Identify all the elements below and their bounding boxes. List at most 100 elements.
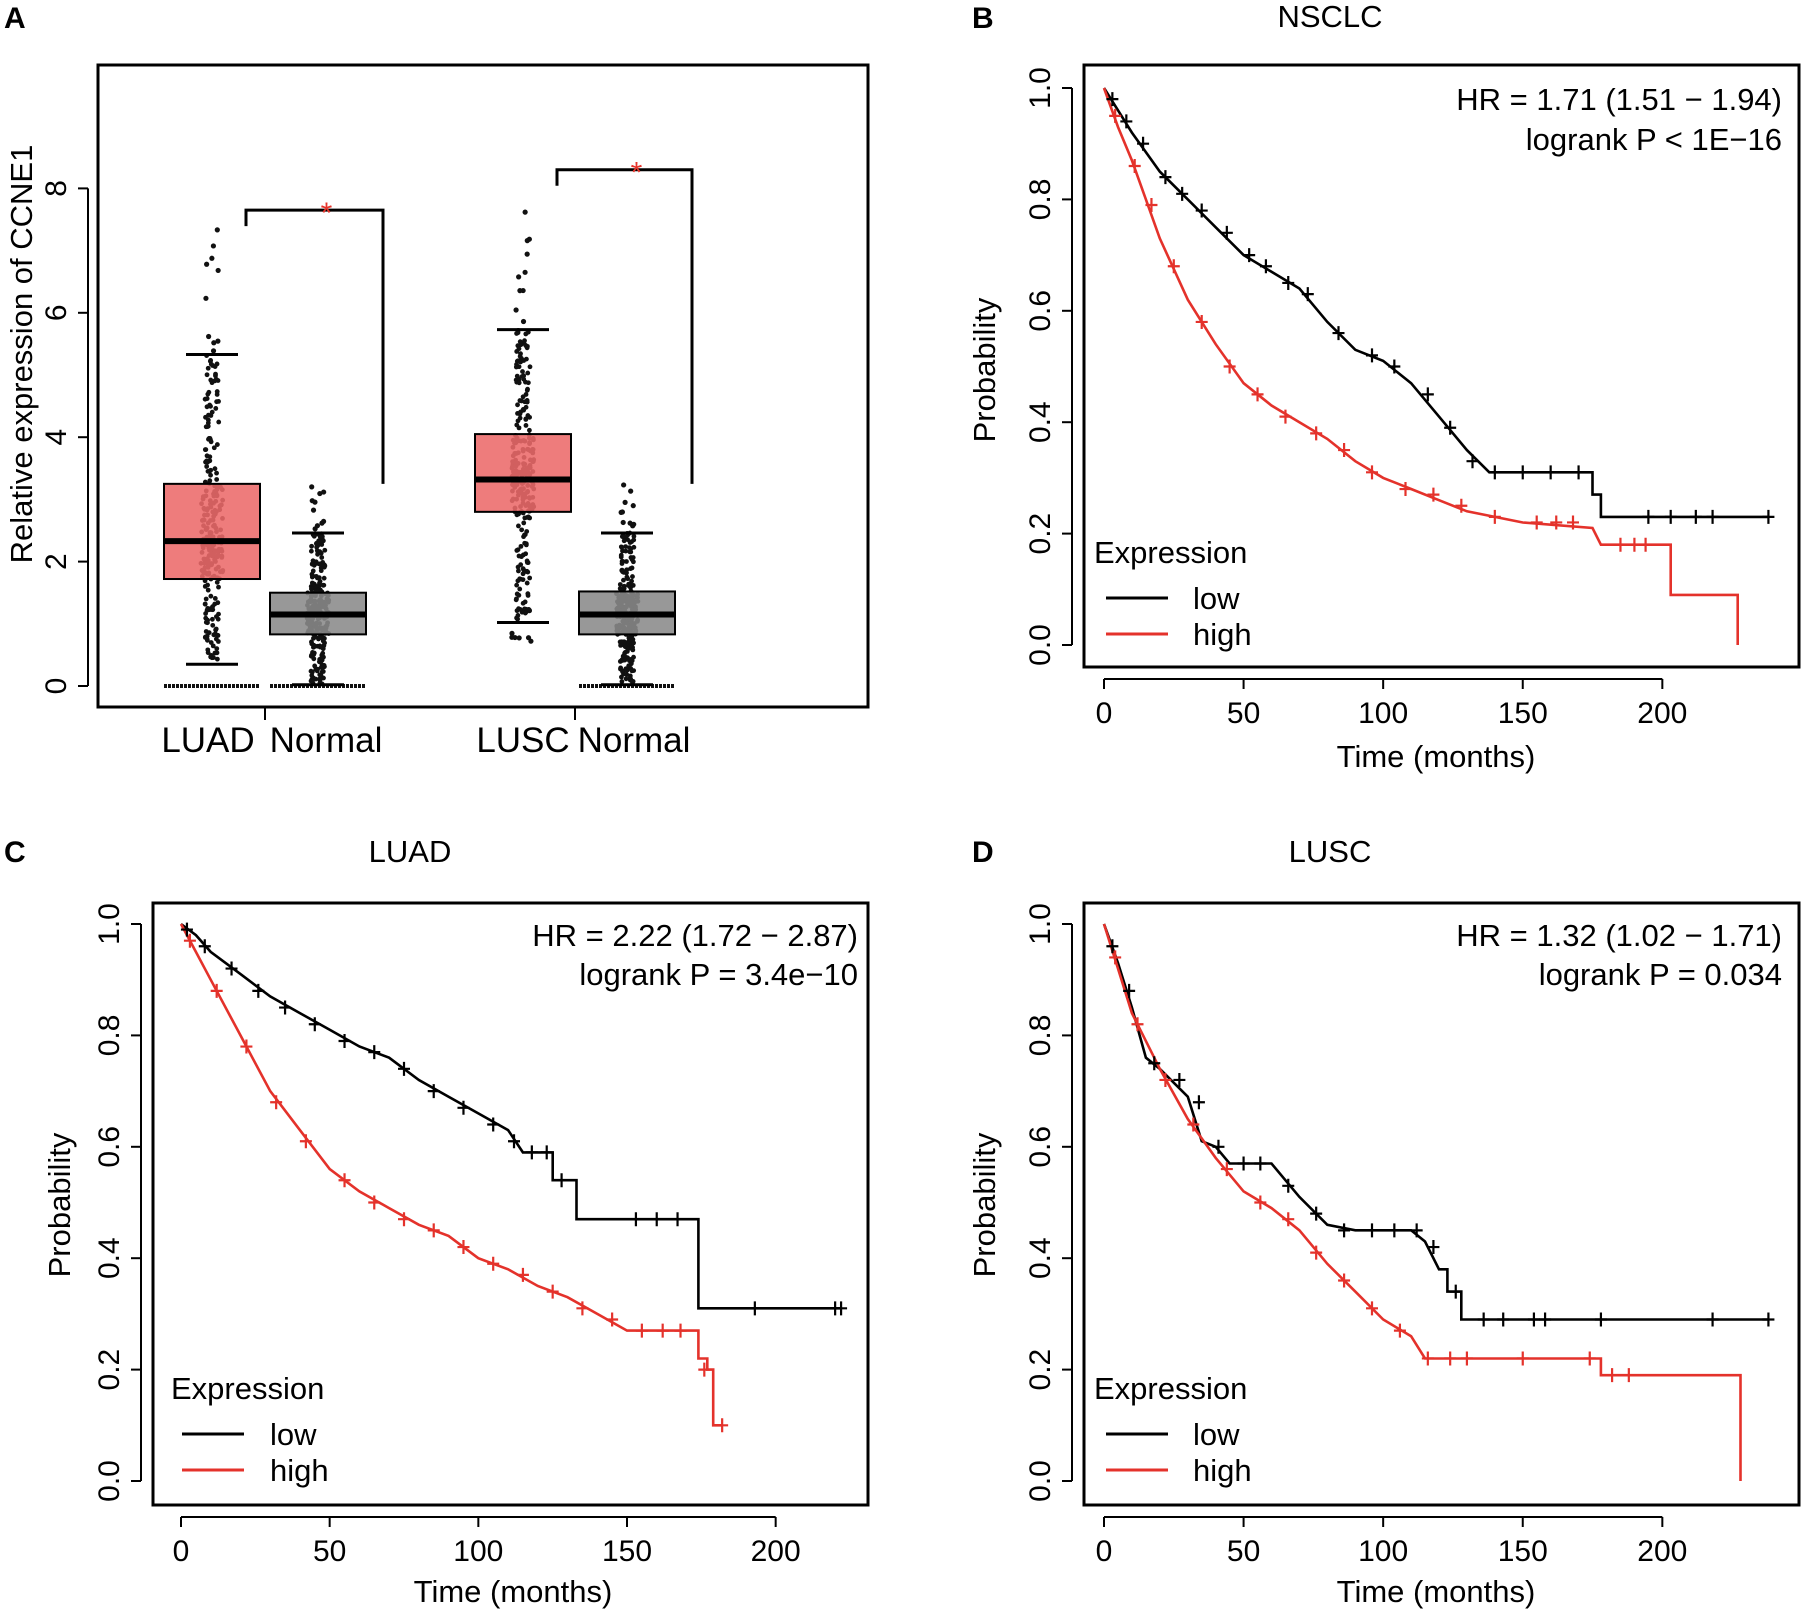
panel-b-pvalue: logrank P < 1E−16: [1526, 122, 1782, 157]
panel-c-censor-low: [457, 1100, 470, 1115]
panel-a-point: [517, 339, 523, 345]
panel-c-censor-low: [748, 1301, 761, 1316]
panel-a-point: [515, 402, 520, 408]
panel-d-censor-high: [1583, 1351, 1596, 1366]
panel-a-point: [205, 391, 211, 397]
panel-a-point: [625, 639, 631, 645]
panel-c-censor-high: [183, 933, 196, 948]
panel-a-significance-star: *: [631, 157, 643, 190]
panel-a-point: [322, 547, 328, 553]
panel-b-y-tick-label: 1.0: [1024, 67, 1057, 109]
panel-a-point: [522, 610, 528, 616]
panel-a-outlier: [620, 519, 626, 526]
panel-a-point: [317, 672, 323, 678]
panel-d-x-tick-label: 200: [1637, 1535, 1687, 1568]
panel-a-point: [309, 574, 315, 580]
panel-b-censor-low: [1488, 465, 1501, 480]
panel-a-point: [206, 412, 211, 418]
panel-a-point: [204, 636, 210, 642]
panel-d-curve-low: [1102, 923, 1769, 1321]
panel-a-point: [625, 576, 631, 582]
panel-a-point: [517, 411, 523, 417]
panel-a-point: [210, 604, 216, 609]
panel-a-point: [520, 577, 526, 583]
panel-a-point: [316, 659, 322, 665]
panel-c-censor-high: [427, 1223, 440, 1238]
panel-a-outlier: [524, 251, 530, 257]
panel-b-censor-high: [1488, 509, 1501, 524]
panel-c-x-tick-label: 150: [602, 1535, 652, 1568]
panel-c-censor-low: [180, 922, 193, 937]
panel-a-point: [515, 612, 521, 618]
panel-d-axes: 0.0 0.2 0.4 0.6 0.8 1.0 0 50 100 150 200: [1024, 903, 1687, 1568]
panel-a-point: [520, 394, 526, 400]
panel-d-x-tick-label: 50: [1227, 1535, 1260, 1568]
panel-b-censor-high: [1399, 482, 1412, 497]
panel-d-censor-low: [1123, 983, 1136, 998]
panel-d-censor-low: [1237, 1156, 1250, 1171]
panel-a-point: [519, 527, 525, 533]
panel-b-x-tick-label: 200: [1637, 697, 1687, 730]
panel-a-point: [205, 424, 210, 430]
panel-a-point: [207, 478, 213, 484]
panel-b-censor-low: [1282, 275, 1295, 290]
panel-c-censor-high: [487, 1256, 500, 1271]
panel-label-c: C: [4, 836, 26, 869]
panel-a-point: [518, 543, 524, 549]
panel-a-boxes: [163, 328, 676, 687]
panel-d-censor-low: [1388, 1223, 1401, 1238]
panel-a-point: [209, 616, 215, 622]
panel-a-y-axis: 0 2 4 6 8: [40, 180, 89, 694]
panel-a-point: [629, 668, 635, 674]
panel-a-point: [516, 568, 521, 574]
panel-b-curves: [1102, 87, 1775, 645]
panel-c-censor-low: [629, 1212, 642, 1227]
panel-b-axes: 0.0 0.2 0.4 0.6 0.8 1.0 0 50 100 150 200: [1024, 67, 1687, 730]
panel-d-censor-low: [1449, 1284, 1462, 1299]
panel-d-y-tick-label: 0.8: [1024, 1015, 1057, 1057]
panel-a-categories: LUAD Normal LUSC Normal: [161, 707, 690, 760]
panel-c-censor-high: [656, 1323, 669, 1338]
panel-a-outlier: [618, 509, 624, 516]
panel-a-point: [515, 564, 521, 570]
panel-a-point: [317, 580, 322, 586]
panel-a-point: [523, 423, 529, 428]
panel-c-censor-high: [240, 1039, 253, 1054]
panel-a-point: [203, 447, 209, 453]
panel-d-censor-low: [1594, 1312, 1607, 1327]
panel-d-censor-low: [1366, 1223, 1378, 1238]
panel-c-axes: 0.0 0.2 0.4 0.6 0.8 1.0 0 50 100 150 200: [93, 903, 801, 1568]
panel-c-censor-low: [540, 1145, 553, 1160]
panel-a-point: [514, 349, 520, 354]
panel-b-y-tick-label: 0.0: [1024, 624, 1057, 666]
panel-a-outlier: [622, 499, 628, 505]
panel-c-censor-high: [368, 1195, 381, 1210]
panel-a-point: [214, 477, 220, 482]
panel-a-point: [619, 679, 625, 684]
panel-d-censor-low: [1282, 1178, 1295, 1193]
panel-c-censor-low: [308, 1017, 321, 1032]
panel-c-censor-high: [398, 1212, 410, 1227]
panel-c-censor-high: [674, 1323, 687, 1338]
panel-b-censor-high: [1530, 515, 1543, 530]
panel-a-point: [214, 656, 220, 662]
panel-c-censor-high: [606, 1312, 619, 1327]
panel-a-point: [319, 555, 325, 560]
panel-a-point: [626, 581, 632, 587]
panel-b-censor-low: [1762, 509, 1775, 524]
panel-c-censor-low: [555, 1173, 568, 1188]
panel-c-x-tick-label: 50: [313, 1535, 346, 1568]
panel-c-censor-high: [576, 1301, 589, 1316]
panel-b-censor-low: [1259, 259, 1272, 274]
panel-a-point: [214, 470, 219, 476]
panel-d-title: LUSC: [1289, 834, 1372, 869]
panel-b-censor-high: [1145, 197, 1158, 212]
panel-a-y-label: Relative expression of CCNE1: [4, 145, 39, 564]
panel-b-censor-high: [1614, 537, 1627, 552]
panel-b-censor-high: [1366, 465, 1378, 480]
panel-a-point: [214, 632, 220, 638]
panel-a-point: [526, 514, 531, 520]
panel-a-point: [205, 582, 210, 588]
panel-a-point: [207, 469, 212, 474]
panel-a-point: [514, 582, 520, 588]
